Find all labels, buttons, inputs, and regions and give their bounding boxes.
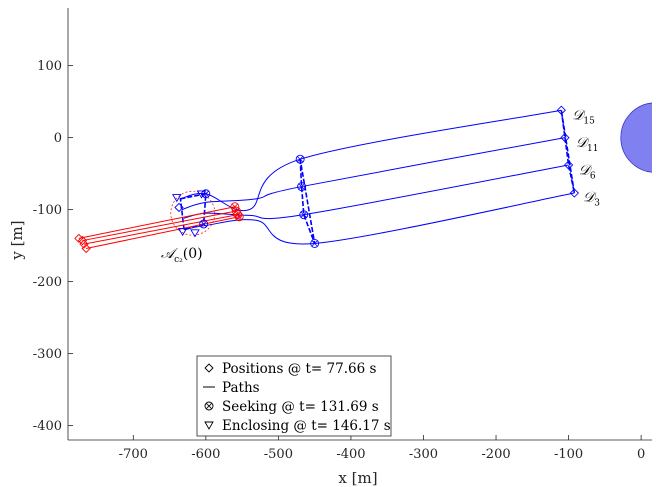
x-tick-label-2: -500: [264, 447, 293, 462]
x-tick-label-0: -700: [119, 447, 148, 462]
marker-enclosing-3: [177, 227, 188, 237]
x-tick-label-3: -400: [336, 447, 365, 462]
marker-position-5: [77, 235, 88, 246]
formation-outline-2: [560, 110, 576, 194]
path-red-1: [82, 210, 237, 242]
marker-seeking-9: [199, 219, 209, 229]
marker-position-0: [556, 105, 566, 115]
marker-seeking-2: [299, 210, 309, 220]
formation-label-sub: 6: [590, 171, 596, 181]
y-tick-label-0: 100: [37, 59, 62, 74]
marker-seeking-1: [297, 182, 307, 192]
marker-position-6: [79, 239, 89, 249]
legend-box: [196, 355, 392, 437]
path-red-2: [83, 214, 238, 245]
formation-label-sub: 3: [594, 199, 600, 209]
marker-position-2: [563, 160, 574, 170]
legend-marker-circle: [204, 401, 214, 411]
path-blue-3: [183, 192, 575, 245]
marker-position-7: [81, 243, 91, 254]
formation-label-sub: 15: [583, 117, 595, 127]
x-tick-label-4: -300: [409, 447, 438, 462]
target-region-label: 𝒫: [652, 131, 656, 147]
marker-enclosing-1: [196, 190, 207, 199]
legend-label-0: Positions @ t= 77.66 s: [222, 361, 376, 377]
marker-position-8: [174, 202, 184, 213]
path-red-3: [86, 216, 240, 249]
formation-label-base: 𝒟: [579, 162, 593, 178]
marker-seeking-3: [310, 238, 320, 248]
formation-label-3: 𝒟3: [583, 190, 600, 209]
formation-label-15: 𝒟15: [572, 108, 595, 127]
marker-seeking-8-cross: [202, 190, 209, 197]
initial-set-label-base: 𝒜: [161, 246, 178, 262]
path-red-0: [78, 206, 235, 239]
formation-label-base: 𝒟: [583, 190, 597, 206]
y-tick-label-5: -400: [33, 419, 62, 434]
y-tick-label-3: -200: [33, 275, 62, 290]
plot-content: 𝒫: [74, 102, 656, 254]
initial-set-label-sub: c₂: [174, 255, 183, 265]
marker-seeking-4: [230, 202, 240, 212]
marker-seeking-1-cross: [298, 183, 305, 190]
marker-seeking-0: [295, 154, 305, 164]
x-tick-label-1: -600: [191, 447, 220, 462]
legend: Positions @ t= 77.66 s Paths Seeking @ t= …: [196, 355, 392, 437]
marker-seeking-7-cross: [236, 213, 243, 220]
legend-marker-triangle: [204, 421, 214, 430]
marker-seeking-9-cross: [200, 220, 207, 228]
path-blue-1: [181, 137, 566, 211]
legend-label-3: Enclosing @ t= 146.17 s: [222, 418, 391, 434]
initial-set-label-suffix: (0): [183, 246, 203, 262]
x-tick-label-7: 0: [637, 447, 645, 462]
formation-label-6: 𝒟6: [579, 162, 596, 181]
marker-position-1: [560, 132, 570, 143]
legend-marker-circle-cross: [205, 402, 213, 410]
y-tick-label-1: 0: [54, 131, 62, 146]
marker-enclosing-2: [190, 229, 200, 238]
marker-enclosing-0: [172, 194, 182, 203]
axes: [67, 8, 652, 441]
formation-label-11: 𝒟11: [576, 135, 599, 154]
marker-position-3: [569, 188, 580, 198]
formation-outline-1: [299, 159, 316, 244]
marker-seeking-3-cross: [311, 240, 318, 247]
legend-marker-diamond: [204, 363, 214, 373]
plot-area: 𝒫: [74, 102, 656, 254]
tick-labels: -700 -600 -500 -400 -300 -200 -100 0 100 0 -100 -20…: [33, 59, 645, 462]
path-blue-0: [180, 109, 562, 212]
initial-set-label: 𝒜c₂(0): [161, 246, 203, 265]
x-tick-label-5: -200: [481, 447, 510, 462]
y-axis-label: y [m]: [8, 220, 26, 260]
x-axis-label: x [m]: [338, 469, 377, 487]
legend-label-1: Paths: [222, 380, 260, 396]
x-tick-label-6: -100: [554, 447, 583, 462]
marker-seeking-0-cross: [297, 156, 304, 163]
legend-label-2: Seeking @ t= 131.69 s: [222, 399, 379, 415]
marker-seeking-7: [234, 212, 244, 222]
marker-seeking-8: [201, 189, 211, 199]
formation-label-base: 𝒟: [576, 135, 590, 151]
y-tick-label-4: -300: [33, 347, 62, 362]
formation-label-sub: 11: [587, 144, 598, 154]
formation-label-base: 𝒟: [572, 108, 586, 124]
y-tick-label-2: -100: [33, 203, 62, 218]
marker-seeking-2-cross: [300, 211, 307, 218]
target-region: [620, 102, 652, 173]
